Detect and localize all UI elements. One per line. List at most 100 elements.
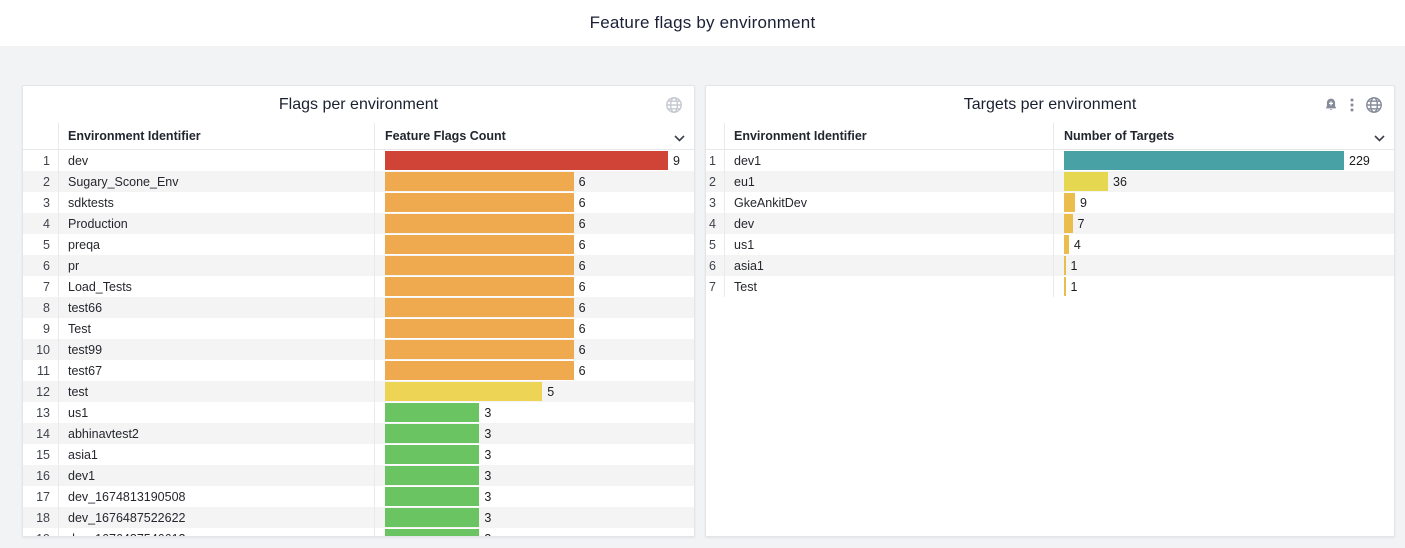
bar-gauge-fill bbox=[1064, 151, 1344, 170]
bar-value-label: 3 bbox=[484, 426, 492, 441]
bar-gauge: 9 bbox=[385, 150, 694, 171]
bar-value-label: 6 bbox=[578, 321, 586, 336]
alert-bell-icon[interactable] bbox=[1323, 97, 1339, 113]
bar-value-label: 4 bbox=[1073, 237, 1081, 252]
table-row: 1 dev1 229 bbox=[706, 150, 1394, 171]
bar-value-label: 6 bbox=[578, 195, 586, 210]
environment-name: dev bbox=[59, 150, 375, 171]
table-row: 5 us1 4 bbox=[706, 234, 1394, 255]
column-header-number-of-targets[interactable]: Number of Targets bbox=[1064, 129, 1175, 143]
bar-gauge-fill bbox=[385, 403, 480, 422]
bar-gauge-fill bbox=[385, 466, 480, 485]
table-header: Environment Identifier Feature Flags Cou… bbox=[23, 123, 694, 150]
table-row: 8 test66 6 bbox=[23, 297, 694, 318]
bar-value-label: 6 bbox=[578, 279, 586, 294]
environment-name: Load_Tests bbox=[59, 276, 375, 297]
table-row: 15 asia1 3 bbox=[23, 444, 694, 465]
bar-gauge: 3 bbox=[385, 507, 694, 528]
row-index: 12 bbox=[23, 381, 59, 402]
row-index: 3 bbox=[23, 192, 59, 213]
panel-title[interactable]: Targets per environment bbox=[963, 95, 1137, 113]
chevron-down-icon[interactable] bbox=[674, 131, 685, 145]
table-row: 3 sdktests 6 bbox=[23, 192, 694, 213]
bar-value-label: 5 bbox=[547, 384, 555, 399]
bar-gauge: 6 bbox=[385, 360, 694, 381]
environment-name: dev bbox=[725, 213, 1054, 234]
bar-gauge-fill bbox=[385, 424, 480, 443]
bar-gauge-fill bbox=[1064, 214, 1073, 233]
bar-gauge-fill bbox=[385, 382, 543, 401]
globe-icon[interactable] bbox=[665, 96, 683, 114]
bar-gauge: 6 bbox=[385, 297, 694, 318]
bar-gauge-fill bbox=[1064, 172, 1109, 191]
bar-gauge-cell: 4 bbox=[1054, 234, 1394, 255]
bar-value-label: 6 bbox=[578, 342, 586, 357]
environment-name: dev_1676487546612 bbox=[59, 528, 375, 536]
environment-name: test bbox=[59, 381, 375, 402]
bar-value-label: 3 bbox=[484, 447, 492, 462]
row-index: 4 bbox=[706, 213, 725, 234]
bar-gauge-cell: 6 bbox=[375, 297, 694, 318]
environment-name: us1 bbox=[725, 234, 1054, 255]
row-index: 11 bbox=[23, 360, 59, 381]
row-index: 10 bbox=[23, 339, 59, 360]
bar-value-label: 36 bbox=[1113, 174, 1127, 189]
row-index: 1 bbox=[706, 150, 725, 171]
bar-value-label: 3 bbox=[484, 405, 492, 420]
environment-name: GkeAnkitDev bbox=[725, 192, 1054, 213]
table-row: 14 abhinavtest2 3 bbox=[23, 423, 694, 444]
bar-gauge-fill bbox=[1064, 277, 1066, 296]
row-index: 4 bbox=[23, 213, 59, 234]
environment-name: Production bbox=[59, 213, 375, 234]
globe-icon[interactable] bbox=[1365, 96, 1383, 114]
bar-gauge-cell: 6 bbox=[375, 360, 694, 381]
bar-gauge-cell: 6 bbox=[375, 213, 694, 234]
bar-value-label: 9 bbox=[1080, 195, 1087, 210]
bar-gauge-cell: 3 bbox=[375, 423, 694, 444]
bar-gauge: 6 bbox=[385, 234, 694, 255]
table-row: 9 Test 6 bbox=[23, 318, 694, 339]
column-header-environment-identifier[interactable]: Environment Identifier bbox=[59, 123, 375, 149]
table-row: 17 dev_1674813190508 3 bbox=[23, 486, 694, 507]
row-index: 1 bbox=[23, 150, 59, 171]
bar-gauge: 5 bbox=[385, 381, 694, 402]
bar-gauge-fill bbox=[385, 193, 574, 212]
bar-value-label: 6 bbox=[578, 300, 586, 315]
row-index: 7 bbox=[706, 276, 725, 297]
panel-header: Targets per environment bbox=[706, 86, 1394, 123]
bar-gauge-cell: 3 bbox=[375, 528, 694, 536]
table-row: 7 Test 1 bbox=[706, 276, 1394, 297]
panel-title[interactable]: Flags per environment bbox=[278, 95, 439, 113]
panel-flags-per-environment: Flags per environment Environment Identi… bbox=[22, 85, 695, 537]
bar-gauge-cell: 6 bbox=[375, 234, 694, 255]
kebab-menu-icon[interactable] bbox=[1350, 97, 1354, 113]
environment-name: test99 bbox=[59, 339, 375, 360]
table-body: 1 dev 9 2 Sugary_Scone_Env 6 3 sdktests 6 4 Produc… bbox=[23, 150, 694, 536]
environment-name: dev_1676487522622 bbox=[59, 507, 375, 528]
bar-gauge-fill bbox=[385, 340, 574, 359]
column-header-environment-identifier[interactable]: Environment Identifier bbox=[725, 123, 1054, 149]
table-row: 13 us1 3 bbox=[23, 402, 694, 423]
row-index: 14 bbox=[23, 423, 59, 444]
table-row: 1 dev 9 bbox=[23, 150, 694, 171]
bar-gauge-fill bbox=[385, 235, 574, 254]
panel-header-icons bbox=[665, 86, 683, 123]
panels-row: Flags per environment Environment Identi… bbox=[22, 85, 1395, 537]
table-row: 6 asia1 1 bbox=[706, 255, 1394, 276]
row-index: 6 bbox=[706, 255, 725, 276]
environment-name: asia1 bbox=[59, 444, 375, 465]
environment-name: test67 bbox=[59, 360, 375, 381]
bar-gauge-fill bbox=[385, 172, 574, 191]
row-index: 5 bbox=[706, 234, 725, 255]
bar-gauge-cell: 3 bbox=[375, 507, 694, 528]
column-header-feature-flags-count[interactable]: Feature Flags Count bbox=[385, 129, 506, 143]
bar-gauge: 6 bbox=[385, 276, 694, 297]
chevron-down-icon[interactable] bbox=[1374, 131, 1385, 145]
bar-gauge: 3 bbox=[385, 444, 694, 465]
table-row: 2 Sugary_Scone_Env 6 bbox=[23, 171, 694, 192]
bar-gauge-cell: 6 bbox=[375, 192, 694, 213]
table-body: 1 dev1 229 2 eu1 36 3 GkeAnkitDev 9 4 dev 7 5 us1 4 6 as… bbox=[706, 150, 1394, 297]
bar-gauge-fill bbox=[385, 151, 668, 170]
dashboard-title: Feature flags by environment bbox=[589, 13, 816, 32]
row-index: 2 bbox=[706, 171, 725, 192]
